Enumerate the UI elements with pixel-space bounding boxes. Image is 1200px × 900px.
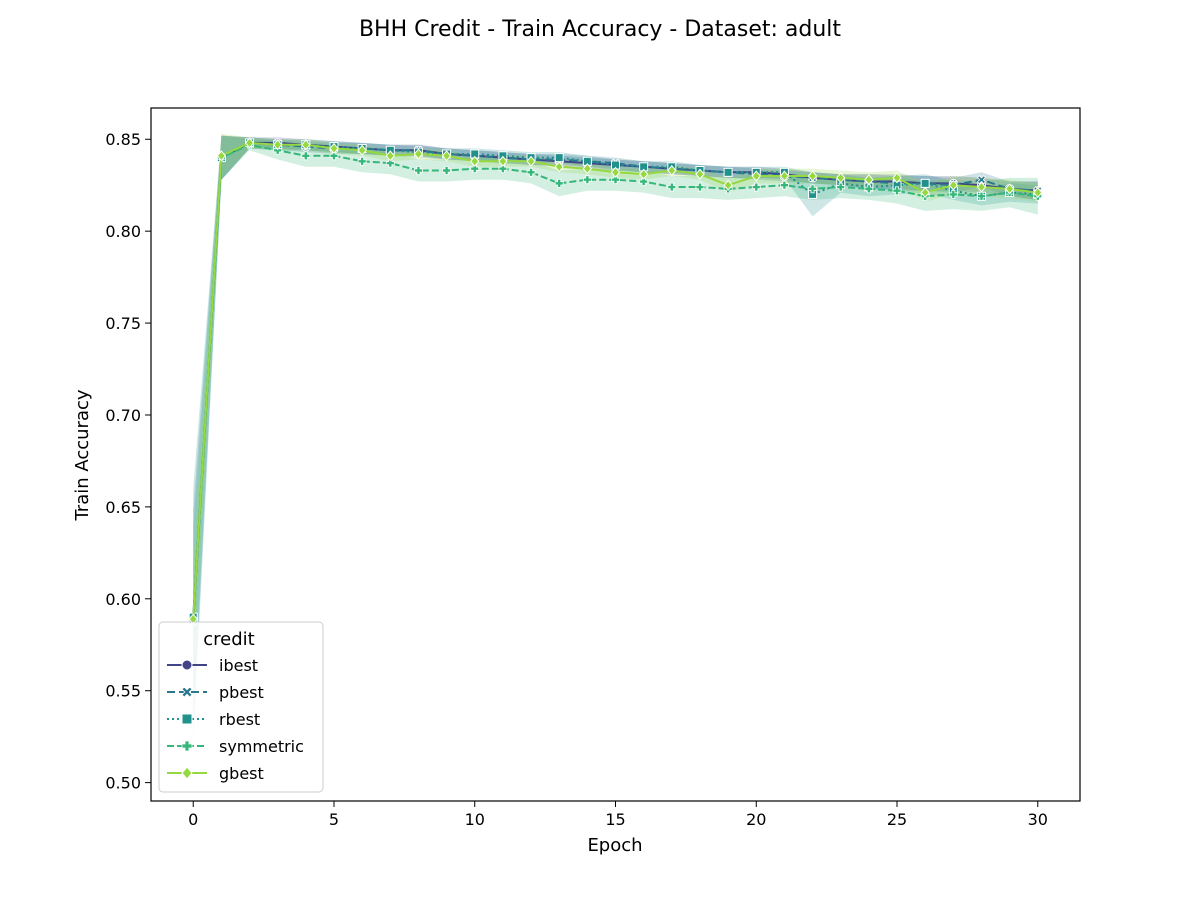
point-symmetric: [470, 164, 480, 174]
point-gbest: [441, 150, 452, 162]
x-tick-label: 15: [605, 810, 625, 829]
point-symmetric: [836, 182, 846, 192]
point-symmetric: [864, 184, 874, 194]
series-line-ibest: [192, 141, 1038, 620]
x-tick-label: 0: [188, 810, 198, 829]
band-gbest: [193, 133, 1038, 675]
point-gbest: [301, 139, 311, 151]
point-symmetric: [582, 175, 592, 185]
point-symmetric: [667, 182, 677, 192]
point-gbest: [695, 168, 705, 180]
legend-label-pbest: pbest: [219, 683, 264, 702]
y-tick-label: 0.60: [105, 590, 141, 609]
point-gbest: [976, 181, 987, 193]
y-tick-label: 0.75: [105, 314, 141, 333]
plot-area: [188, 133, 1043, 746]
point-symmetric: [442, 166, 451, 175]
point-gbest: [357, 144, 367, 156]
point-rbest: [920, 178, 930, 188]
y-tick-label: 0.70: [105, 406, 141, 425]
chart-title: BHH Credit - Train Accuracy - Dataset: a…: [359, 17, 841, 42]
legend-label-ibest: ibest: [219, 656, 258, 675]
point-gbest: [526, 155, 536, 167]
point-gbest: [779, 170, 790, 182]
x-tick-label: 30: [1028, 810, 1048, 829]
point-gbest: [751, 170, 761, 182]
point-symmetric: [385, 158, 395, 168]
point-rbest: [554, 153, 564, 163]
legend-marker-ibest: [181, 659, 193, 671]
point-symmetric: [414, 166, 423, 175]
point-gbest: [470, 155, 480, 167]
point-symmetric: [751, 182, 761, 192]
point-symmetric: [526, 167, 536, 177]
point-gbest: [244, 137, 255, 149]
y-axis-label: Train Accuracy: [72, 389, 93, 521]
point-gbest: [864, 174, 874, 186]
point-symmetric: [301, 151, 311, 161]
point-rbest: [723, 167, 733, 177]
x-axis-label: Epoch: [587, 835, 642, 856]
legend-title: credit: [203, 629, 254, 650]
y-tick-label: 0.50: [105, 774, 141, 793]
point-gbest: [836, 172, 846, 184]
point-gbest: [413, 148, 424, 160]
axes: 0 5 10 15 20 25 30 0.50 0.55 0.60 0.65 0.70 0.75 0.80…: [105, 107, 1081, 829]
legend-marker-gbest: [181, 766, 193, 780]
point-gbest: [273, 139, 283, 151]
point-symmetric: [695, 182, 705, 192]
point-gbest: [385, 150, 395, 162]
point-gbest: [1004, 183, 1015, 195]
point-gbest: [948, 179, 958, 191]
x-tick-label: 10: [465, 810, 485, 829]
point-gbest: [329, 142, 339, 155]
point-symmetric: [554, 178, 564, 188]
legend-label-gbest: gbest: [219, 764, 264, 783]
point-gbest: [610, 166, 621, 178]
series-line-gbest: [192, 141, 1038, 620]
point-symmetric: [892, 186, 902, 196]
band-ibest: [193, 135, 1038, 638]
series-line-symmetric: [192, 143, 1038, 621]
point-gbest: [582, 163, 592, 175]
point-gbest: [1033, 186, 1043, 199]
series-line-pbest: [192, 141, 1038, 621]
y-tick-label: 0.80: [105, 222, 141, 241]
point-gbest: [554, 161, 564, 173]
series-line-rbest: [192, 141, 1038, 618]
point-gbest: [216, 150, 227, 162]
point-symmetric: [639, 177, 649, 186]
point-symmetric: [498, 164, 508, 174]
point-gbest: [667, 164, 677, 177]
point-gbest: [807, 170, 818, 182]
legend-marker-rbest: [181, 713, 193, 725]
point-gbest: [498, 155, 508, 167]
point-symmetric: [808, 184, 817, 194]
point-symmetric: [611, 175, 620, 185]
x-tick-label: 20: [746, 810, 766, 829]
legend-marker-pbest: [181, 686, 193, 698]
point-symmetric: [977, 191, 986, 201]
y-tick-label: 0.65: [105, 498, 141, 517]
point-gbest: [723, 179, 733, 191]
y-tick-label: 0.85: [105, 130, 141, 149]
legend-marker-symmetric: [181, 740, 193, 752]
point-gbest: [920, 186, 930, 199]
point-symmetric: [329, 151, 339, 161]
point-symmetric: [780, 180, 789, 190]
x-tick-label: 25: [887, 810, 907, 829]
legend-label-symmetric: symmetric: [219, 737, 304, 756]
point-symmetric: [357, 156, 367, 166]
point-symmetric: [948, 189, 958, 199]
point-gbest: [639, 168, 649, 180]
legend-label-rbest: rbest: [219, 710, 260, 729]
point-gbest: [892, 172, 902, 184]
y-tick-label: 0.55: [105, 682, 141, 701]
point-pbest: [976, 175, 987, 185]
x-tick-label: 5: [329, 810, 339, 829]
legend: credit ibest pbest rbest symmetric gbest: [158, 621, 324, 793]
